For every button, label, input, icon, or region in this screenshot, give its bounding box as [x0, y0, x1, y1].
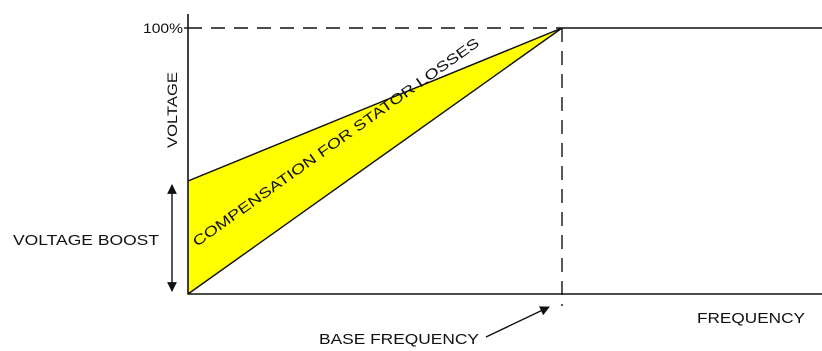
voltage-boost-label: VOLTAGE BOOST [13, 232, 159, 249]
base-frequency-arrow [485, 306, 550, 338]
base-frequency-label: BASE FREQUENCY [319, 331, 479, 348]
boosted-vf-line [187, 27, 563, 182]
linear-vf-line [187, 27, 563, 295]
y-axis-label: VOLTAGE [164, 72, 180, 148]
x-axis-label: FREQUENCY [697, 310, 805, 327]
compensation-label: COMPENSATION FOR STATOR LOSSES [189, 34, 482, 249]
y-max-label: 100% [143, 20, 183, 36]
